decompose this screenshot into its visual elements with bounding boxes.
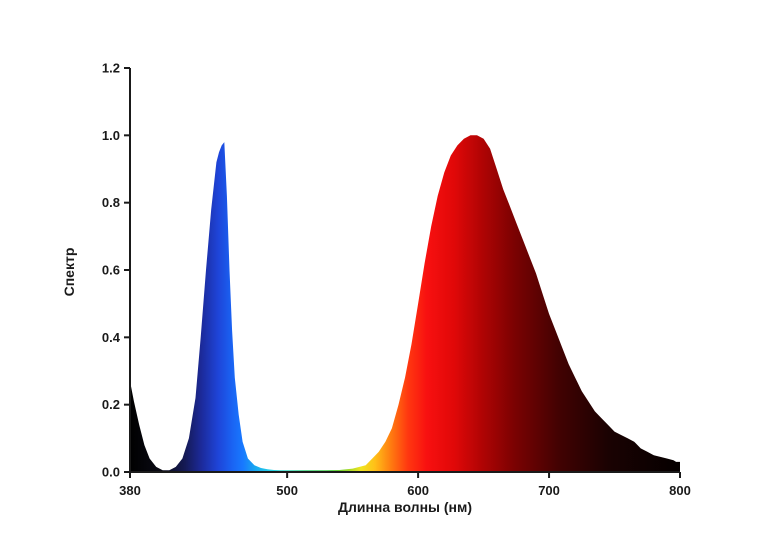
- y-tick-label: 1.2: [102, 61, 120, 76]
- x-axis-title: Длинна волны (нм): [338, 499, 472, 515]
- y-axis-ticks: 0.0 0.2 0.4 0.6 0.8 1.0 1.2: [102, 61, 130, 480]
- x-tick-label: 800: [669, 483, 691, 498]
- x-tick-label: 380: [119, 483, 141, 498]
- y-axis-title: Спектр: [61, 248, 77, 297]
- x-axis-ticks: 380 500 600 700 800: [119, 472, 691, 498]
- x-tick-label: 500: [276, 483, 298, 498]
- y-tick-label: 0.2: [102, 397, 120, 412]
- y-tick-label: 0.4: [102, 330, 121, 345]
- y-tick-label: 0.6: [102, 263, 120, 278]
- y-tick-label: 0.0: [102, 465, 120, 480]
- y-tick-label: 0.8: [102, 195, 120, 210]
- y-tick-label: 1.0: [102, 128, 120, 143]
- x-tick-label: 700: [538, 483, 560, 498]
- spectrum-area: [130, 135, 680, 473]
- x-tick-label: 600: [407, 483, 429, 498]
